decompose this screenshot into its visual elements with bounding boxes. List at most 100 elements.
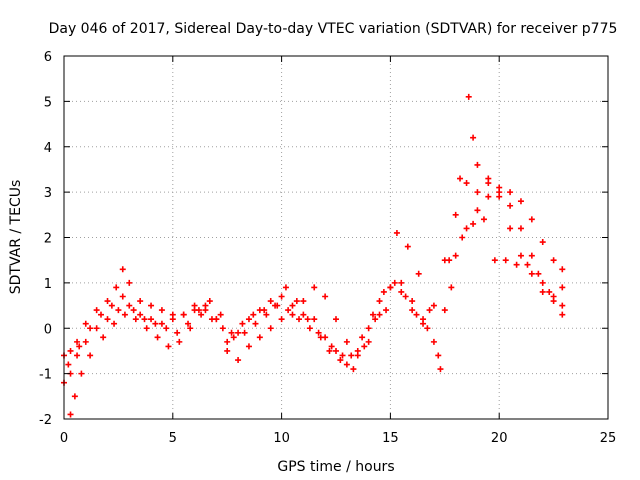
data-point <box>126 279 133 286</box>
data-point <box>143 325 150 332</box>
data-point <box>337 357 344 364</box>
data-point <box>272 302 279 309</box>
data-point <box>435 352 442 359</box>
data-point <box>359 334 366 341</box>
data-point <box>524 261 531 268</box>
data-point <box>87 352 94 359</box>
data-point <box>315 329 322 336</box>
data-point <box>546 288 553 295</box>
data-point <box>126 302 133 309</box>
data-point <box>430 302 437 309</box>
grid <box>64 56 608 419</box>
data-point <box>245 343 252 350</box>
data-point <box>224 338 231 345</box>
x-axis-label: GPS time / hours <box>277 459 394 475</box>
data-point <box>402 293 409 300</box>
x-tick-label: 15 <box>382 431 399 446</box>
data-point <box>409 298 416 305</box>
data-point <box>78 370 85 377</box>
data-point <box>235 357 242 364</box>
data-point <box>328 343 335 350</box>
data-point <box>424 325 431 332</box>
data-point <box>446 257 453 264</box>
data-point <box>296 316 303 323</box>
data-point <box>391 279 398 286</box>
data-point <box>82 338 89 345</box>
data-point <box>539 279 546 286</box>
y-tick-label: 4 <box>44 141 52 156</box>
data-point <box>148 316 155 323</box>
data-point <box>97 311 104 318</box>
data-point <box>74 338 81 345</box>
y-tick-label: 3 <box>44 186 52 201</box>
data-point <box>322 293 329 300</box>
data-point <box>108 302 115 309</box>
data-point <box>235 329 242 336</box>
data-point <box>195 307 202 314</box>
data-point <box>293 298 300 305</box>
data-point <box>267 298 274 305</box>
data-point <box>317 334 324 341</box>
data-point <box>282 284 289 291</box>
data-point <box>380 288 387 295</box>
data-point <box>206 298 213 305</box>
y-tick-label: -2 <box>39 413 52 428</box>
data-point <box>250 311 257 318</box>
data-point <box>470 220 477 227</box>
data-point <box>158 320 165 327</box>
x-tick-label: 0 <box>60 431 68 446</box>
data-point <box>230 334 237 341</box>
data-point <box>369 311 376 318</box>
data-point <box>470 134 477 141</box>
series-track-1 <box>61 175 566 368</box>
data-point <box>121 311 128 318</box>
data-point <box>113 284 120 291</box>
data-point <box>517 252 524 259</box>
series-track-2 <box>61 189 566 386</box>
data-point <box>420 320 427 327</box>
data-point <box>485 193 492 200</box>
chart-title: Day 046 of 2017, Sidereal Day-to-day VTE… <box>49 21 618 37</box>
data-point <box>217 311 224 318</box>
data-point <box>148 302 155 309</box>
axes: 0 5 10 15 20 25 -2 -1 0 1 2 3 4 5 6 <box>39 50 616 446</box>
x-tick-label: 20 <box>491 431 508 446</box>
data-point <box>87 325 94 332</box>
data-point <box>350 366 357 373</box>
data-point <box>300 311 307 318</box>
data-point <box>187 325 194 332</box>
data-point <box>528 216 535 223</box>
data-point <box>119 266 126 273</box>
data-point <box>119 293 126 300</box>
data-point <box>104 316 111 323</box>
data-point <box>115 307 122 314</box>
data-point <box>457 175 464 182</box>
data-point <box>111 320 118 327</box>
y-tick-label: 6 <box>44 50 52 65</box>
y-tick-label: -1 <box>39 368 52 383</box>
data-point <box>165 343 172 350</box>
data-point <box>141 316 148 323</box>
data-series <box>61 93 566 418</box>
data-point <box>452 211 459 218</box>
y-tick-label: 1 <box>44 277 52 292</box>
data-point <box>502 257 509 264</box>
y-axis-label: SDTVAR / TECUs <box>8 180 24 295</box>
data-point <box>485 180 492 187</box>
data-point <box>413 311 420 318</box>
data-point <box>465 93 472 100</box>
data-point <box>383 307 390 314</box>
y-tick-label: 0 <box>44 322 52 337</box>
data-point <box>365 325 372 332</box>
data-point <box>507 202 514 209</box>
data-point <box>550 293 557 300</box>
data-point <box>409 307 416 314</box>
data-point <box>474 189 481 196</box>
data-point <box>333 347 339 354</box>
data-point <box>289 302 296 309</box>
data-point <box>528 270 535 277</box>
data-point <box>528 252 535 259</box>
data-point <box>474 207 481 214</box>
data-point <box>176 338 183 345</box>
data-point <box>263 311 270 318</box>
